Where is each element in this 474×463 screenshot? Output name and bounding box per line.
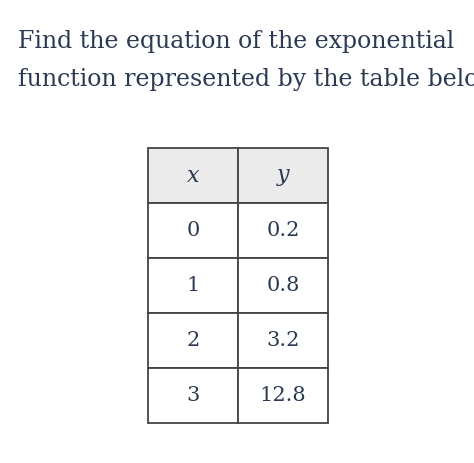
FancyBboxPatch shape [148,313,238,368]
FancyBboxPatch shape [238,148,328,203]
Text: function represented by the table below:: function represented by the table below: [18,68,474,91]
FancyBboxPatch shape [238,368,328,423]
Text: y: y [277,164,289,187]
Text: 3: 3 [186,386,200,405]
FancyBboxPatch shape [238,258,328,313]
Text: x: x [187,164,199,187]
Text: Find the equation of the exponential: Find the equation of the exponential [18,30,454,53]
FancyBboxPatch shape [148,148,238,203]
Text: 1: 1 [186,276,200,295]
Text: 0.8: 0.8 [266,276,300,295]
Text: 0: 0 [186,221,200,240]
FancyBboxPatch shape [238,203,328,258]
Text: 0.2: 0.2 [266,221,300,240]
FancyBboxPatch shape [148,368,238,423]
FancyBboxPatch shape [148,203,238,258]
Text: 2: 2 [186,331,200,350]
Text: 3.2: 3.2 [266,331,300,350]
Text: 12.8: 12.8 [260,386,306,405]
FancyBboxPatch shape [238,313,328,368]
FancyBboxPatch shape [148,258,238,313]
